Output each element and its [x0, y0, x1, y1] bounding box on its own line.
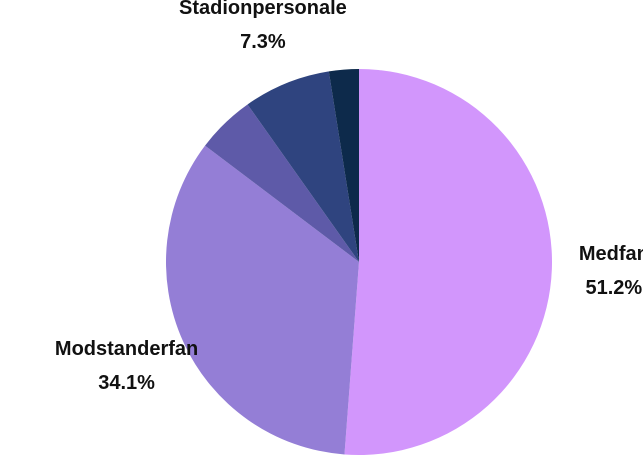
slice-label: Stadionpersonale: [179, 0, 347, 19]
slice-value-label: 34.1%: [98, 372, 155, 394]
pie-slice: [344, 69, 553, 455]
pie-slice: [328, 69, 359, 262]
pie-slice: [205, 104, 359, 262]
slice-label: Modstanderfan: [55, 338, 198, 360]
slice-value-label: 51.2%: [585, 277, 642, 299]
pie-slice: [247, 71, 359, 262]
slice-label: Medfan: [579, 243, 643, 265]
slice-value-label: 7.3%: [240, 31, 286, 53]
pie-slice: [166, 145, 359, 455]
